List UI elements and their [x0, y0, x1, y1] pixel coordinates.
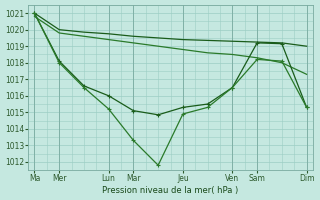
X-axis label: Pression niveau de la mer( hPa ): Pression niveau de la mer( hPa ): [102, 186, 239, 195]
